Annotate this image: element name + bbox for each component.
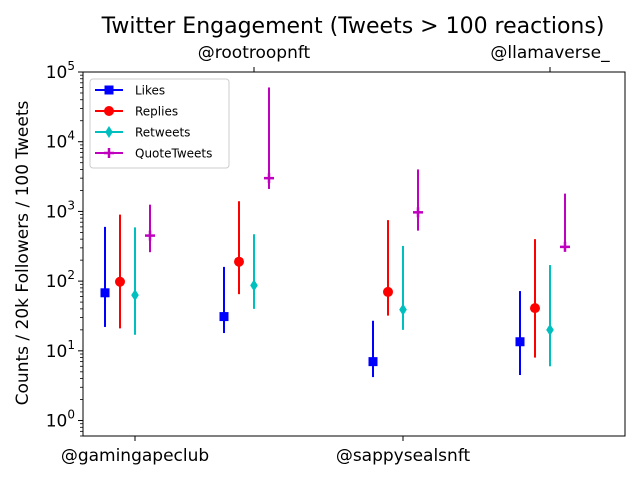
x-label-top-1: @llamaverse_ xyxy=(490,43,610,63)
legend-label-likes: Likes xyxy=(135,84,165,98)
legend-entry-likes: Likes xyxy=(95,84,165,98)
legend: Likes Replies Retweets QuoteTweets xyxy=(89,78,230,169)
series-likes xyxy=(100,226,525,378)
point-quotetweets-3 xyxy=(560,241,570,252)
point-replies-1 xyxy=(234,256,244,267)
x-label-bottom-1: @sappysealsnft xyxy=(336,446,471,466)
point-quotetweets-2 xyxy=(413,207,423,218)
legend-entry-quotetweets: QuoteTweets xyxy=(95,147,212,161)
y-axis: 100 101 102 103 104 105 xyxy=(46,59,83,437)
point-replies-0 xyxy=(115,276,125,287)
point-retweets-1 xyxy=(250,279,258,292)
legend-label-quotetweets: QuoteTweets xyxy=(135,147,212,161)
y-tick-label-3: 103 xyxy=(46,198,75,222)
legend-label-retweets: Retweets xyxy=(135,126,190,140)
point-likes-0 xyxy=(100,288,110,298)
y-tick-label-5: 105 xyxy=(46,59,75,83)
y-axis-label: Counts / 20k Followers / 100 Tweets xyxy=(13,101,33,406)
legend-box xyxy=(89,78,230,169)
point-quotetweets-1 xyxy=(264,173,274,184)
point-retweets-0 xyxy=(131,289,139,302)
x-label-bottom-0: @gamingapeclub xyxy=(61,446,209,466)
point-replies-3 xyxy=(530,303,540,314)
y-tick-label-4: 104 xyxy=(46,129,75,153)
point-likes-3 xyxy=(515,337,525,347)
legend-marker-retweets xyxy=(105,126,113,138)
x-axis: @gamingapeclub @sappysealsnft @rootroopnft… xyxy=(61,43,610,466)
point-retweets-3 xyxy=(546,323,554,336)
series-retweets xyxy=(131,227,554,367)
point-retweets-2 xyxy=(399,303,407,316)
series-quotetweets xyxy=(145,87,570,253)
point-replies-2 xyxy=(383,286,393,297)
point-quotetweets-0 xyxy=(145,230,155,241)
plot-frame xyxy=(82,71,626,437)
plot-area xyxy=(100,87,570,378)
legend-marker-quotetweets xyxy=(104,148,114,158)
x-label-top-0: @rootroopnft xyxy=(198,43,311,63)
legend-entry-retweets: Retweets xyxy=(95,126,190,140)
y-tick-label-1: 101 xyxy=(46,338,75,362)
y-tick-label-0: 100 xyxy=(46,408,75,432)
legend-marker-replies xyxy=(104,106,114,116)
legend-label-replies: Replies xyxy=(135,105,178,119)
y-tick-label-2: 102 xyxy=(46,268,75,292)
series-replies xyxy=(115,201,540,358)
point-likes-2 xyxy=(368,357,378,367)
point-likes-1 xyxy=(219,312,229,322)
chart-title: Twitter Engagement (Tweets > 100 reactio… xyxy=(101,14,605,39)
legend-entry-replies: Replies xyxy=(95,105,178,119)
legend-marker-likes xyxy=(104,85,114,95)
